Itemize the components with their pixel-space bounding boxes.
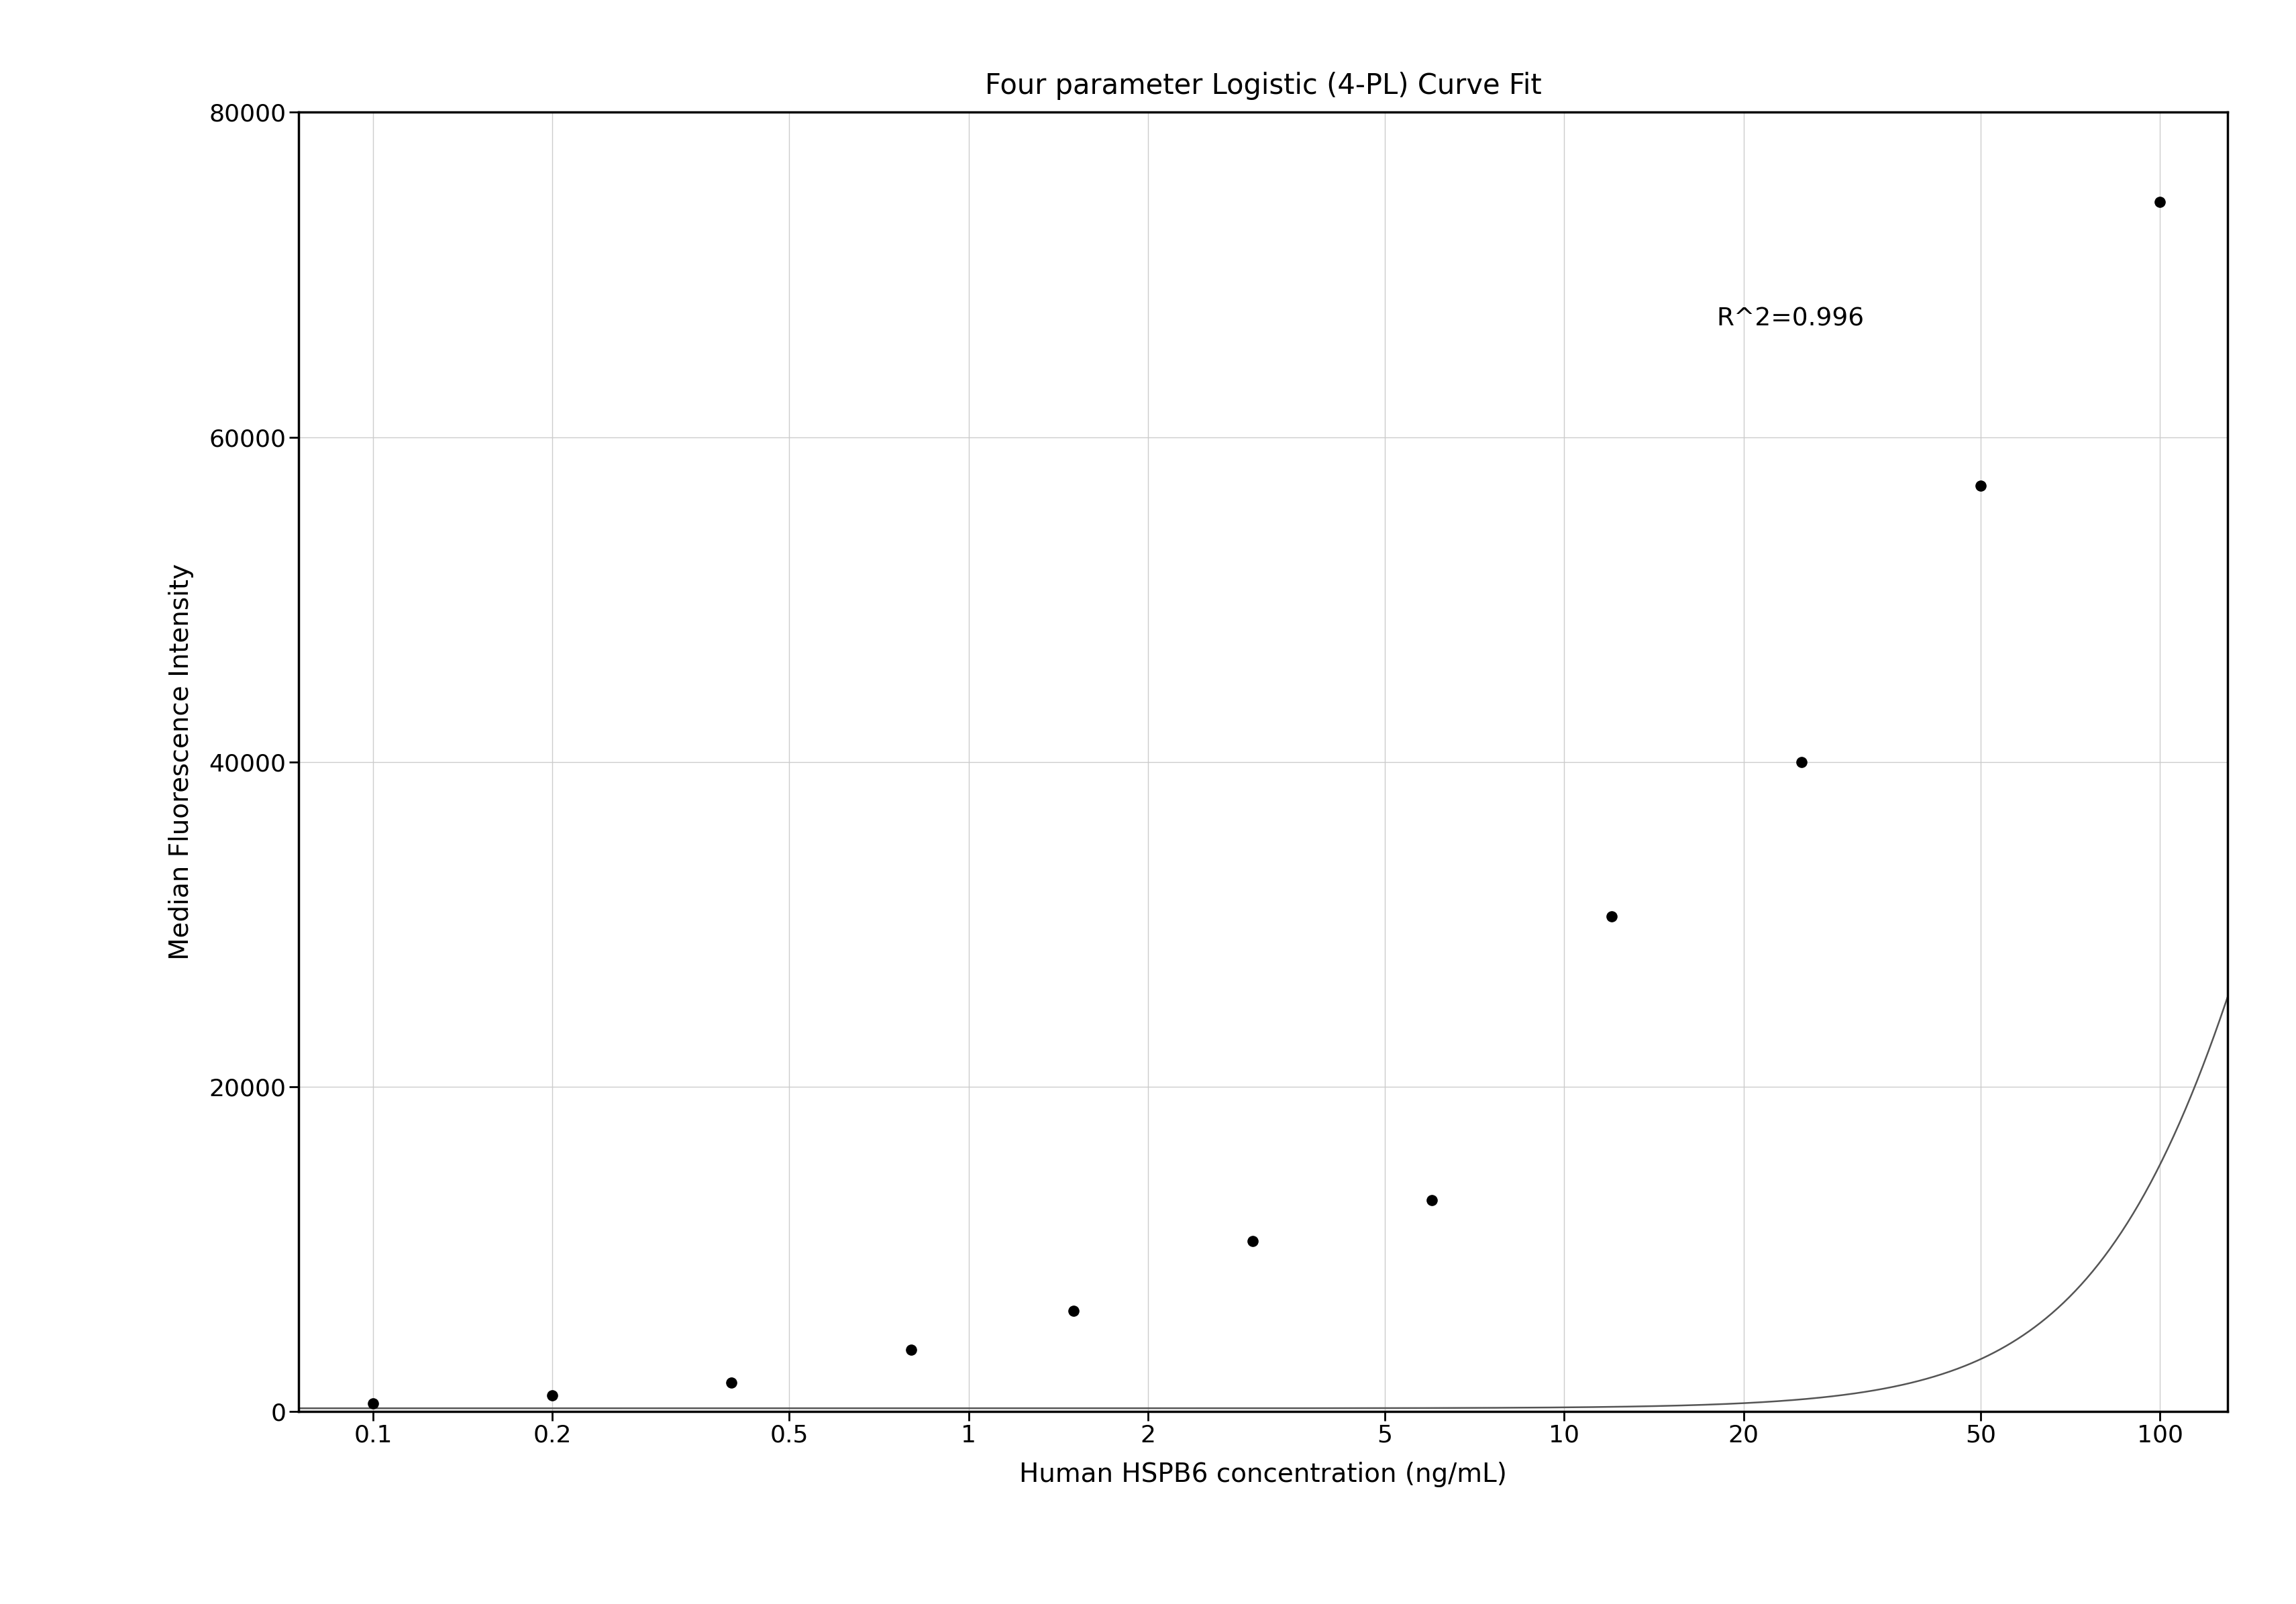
Point [1961,473,1998,499]
Title: Four parameter Logistic (4-PL) Curve Fit: Four parameter Logistic (4-PL) Curve Fit [985,72,1541,99]
Point [1593,903,1630,929]
Point [1233,1229,1270,1254]
Point [1414,1187,1451,1213]
Point [2140,189,2177,215]
Point [1782,749,1818,775]
Point [533,1383,569,1408]
Point [1054,1298,1091,1323]
Y-axis label: Median Fluorescence Intensity: Median Fluorescence Intensity [168,563,193,961]
Point [354,1391,390,1416]
Point [714,1370,751,1395]
Text: R^2=0.996: R^2=0.996 [1715,308,1864,332]
Point [893,1338,930,1363]
X-axis label: Human HSPB6 concentration (ng/mL): Human HSPB6 concentration (ng/mL) [1019,1461,1506,1487]
